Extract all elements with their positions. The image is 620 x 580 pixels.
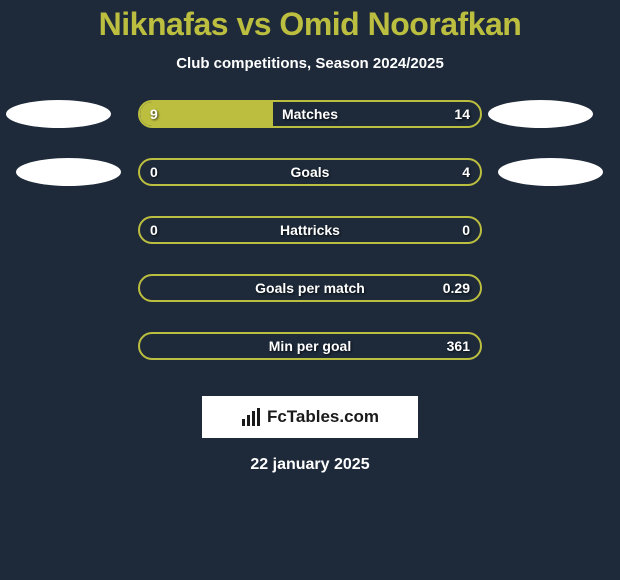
player-ellipse-right — [498, 158, 603, 186]
logo-box: FcTables.com — [202, 396, 418, 438]
stat-row: 04Goals — [0, 158, 620, 204]
stat-label: Min per goal — [138, 332, 482, 360]
date-label: 22 january 2025 — [0, 456, 620, 474]
stat-row: 0.29Goals per match — [0, 274, 620, 320]
stat-label: Matches — [138, 100, 482, 128]
stat-row: 914Matches — [0, 100, 620, 146]
comparison-chart: 914Matches 04Goals 00Hattricks 0.29Goals pe… — [0, 100, 620, 378]
stat-label: Goals — [138, 158, 482, 186]
player-ellipse-left — [6, 100, 111, 128]
stat-row: 361Min per goal — [0, 332, 620, 378]
player-ellipse-left — [16, 158, 121, 186]
logo-text: FcTables.com — [267, 407, 379, 427]
stat-label: Goals per match — [138, 274, 482, 302]
page-title: Niknafas vs Omid Noorafkan — [0, 0, 620, 43]
bars-icon — [241, 407, 261, 427]
page-subtitle: Club competitions, Season 2024/2025 — [0, 55, 620, 72]
player-ellipse-right — [488, 100, 593, 128]
stat-row: 00Hattricks — [0, 216, 620, 262]
stat-label: Hattricks — [138, 216, 482, 244]
